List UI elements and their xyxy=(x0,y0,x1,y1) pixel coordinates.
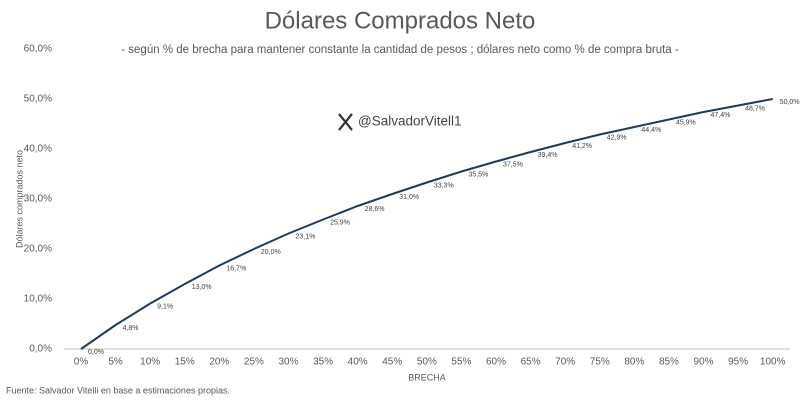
x-tick-label: 20% xyxy=(209,357,229,368)
watermark: @SalvadorVitell1 xyxy=(338,113,462,131)
data-label: 33,3% xyxy=(434,182,454,189)
x-tick-label: 45% xyxy=(382,357,402,368)
x-tick-label: 60% xyxy=(486,357,506,368)
data-label: 39,4% xyxy=(538,152,558,159)
data-label: 9,1% xyxy=(157,303,173,310)
x-tick-label: 0% xyxy=(74,357,89,368)
x-tick-label: 85% xyxy=(659,357,679,368)
x-tick-label: 55% xyxy=(451,357,471,368)
data-label: 20,0% xyxy=(261,249,281,256)
y-tick-label: 30,0% xyxy=(24,194,52,205)
data-label: 4,8% xyxy=(123,325,139,332)
y-axis-label: Dólares comprados neto xyxy=(14,150,24,248)
data-label: 50,0% xyxy=(780,99,800,106)
y-tick-label: 20,0% xyxy=(24,244,52,255)
y-tick-label: 50,0% xyxy=(24,94,52,105)
data-label: 47,4% xyxy=(711,112,731,119)
x-tick-label: 25% xyxy=(244,357,264,368)
x-tick-label: 90% xyxy=(694,357,714,368)
x-logo xyxy=(338,113,353,131)
chart-subtitle: - según % de brecha para mantener consta… xyxy=(121,44,679,56)
data-label: 0,0% xyxy=(88,349,104,356)
x-tick-label: 30% xyxy=(278,357,298,368)
x-tick-label: 5% xyxy=(108,357,123,368)
y-tick-label: 60,0% xyxy=(24,44,52,55)
x-tick-label: 75% xyxy=(590,357,610,368)
chart-title: Dólares Comprados Neto xyxy=(265,7,536,34)
data-label: 16,7% xyxy=(226,265,246,272)
source-note: Fuente: Salvador Vitelli en base a estim… xyxy=(6,385,230,395)
x-tick-label: 80% xyxy=(624,357,644,368)
x-tick-label: 70% xyxy=(555,357,575,368)
data-label: 25,9% xyxy=(330,219,350,226)
x-tick-label: 65% xyxy=(521,357,541,368)
data-label: 23,1% xyxy=(296,233,316,240)
data-label: 42,9% xyxy=(607,134,627,141)
data-label: 35,5% xyxy=(468,171,488,178)
x-tick-label: 10% xyxy=(140,357,160,368)
x-tick-label: 40% xyxy=(348,357,368,368)
data-label: 31,0% xyxy=(399,194,419,201)
x-tick-label: 95% xyxy=(728,357,748,368)
data-label: 44,4% xyxy=(641,127,661,134)
data-label: 37,5% xyxy=(503,161,523,168)
y-tick-label: 10,0% xyxy=(24,294,52,305)
x-tick-label: 15% xyxy=(175,357,195,368)
data-label: 13,0% xyxy=(192,284,212,291)
y-tick-label: 40,0% xyxy=(24,144,52,155)
x-tick-label: 35% xyxy=(313,357,333,368)
data-label: 48,7% xyxy=(745,105,765,112)
watermark-handle: @SalvadorVitell1 xyxy=(358,114,462,129)
x-tick-label: 100% xyxy=(760,357,786,368)
x-axis-label: BRECHA xyxy=(408,372,446,382)
data-label: 28,6% xyxy=(365,206,385,213)
line-series xyxy=(80,98,773,350)
data-label: 45,9% xyxy=(676,119,696,126)
data-label: 41,2% xyxy=(572,143,592,150)
y-tick-label: 0,0% xyxy=(29,344,52,355)
x-tick-label: 50% xyxy=(417,357,437,368)
